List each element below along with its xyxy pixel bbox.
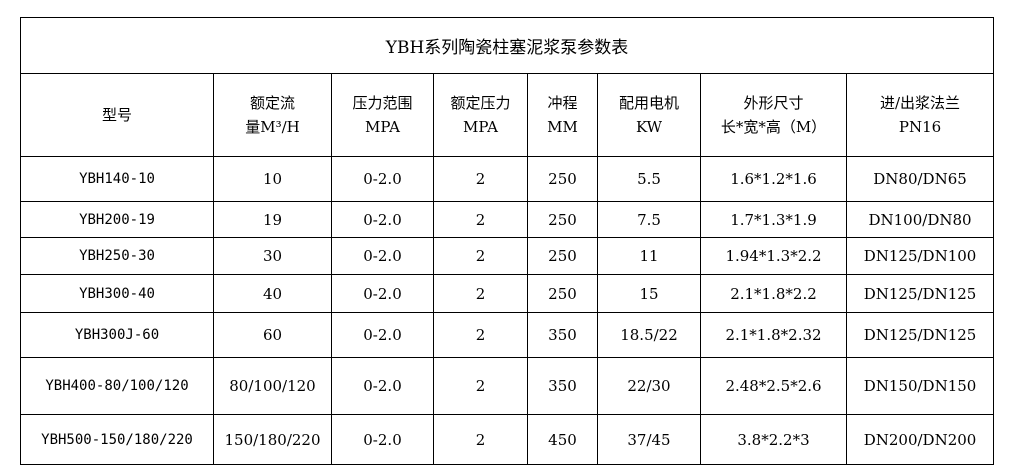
header-line-2: MM — [547, 118, 578, 136]
header-line-1: 额定压力 — [450, 94, 511, 112]
header-line-2: 量M³/H — [245, 118, 300, 136]
table-cell: 2.1*1.8*2.2 — [700, 274, 847, 313]
table-cell: YBH140-10 — [20, 156, 214, 202]
table-cell: 5.5 — [597, 156, 701, 202]
header-line-2: 长*宽*高（M） — [720, 118, 827, 136]
table-cell: 10 — [213, 156, 332, 202]
table-row: YBH300J-60 60 0-2.0 2 350 18.5/22 2.1*1.8*2.32… — [20, 312, 995, 358]
table-cell: YBH300J-60 — [20, 312, 214, 358]
table-cell: 250 — [527, 156, 598, 202]
header-line-1: 额定流 — [249, 94, 295, 112]
table-cell: YBH400-80/100/120 — [20, 357, 214, 415]
table-cell: 0-2.0 — [331, 274, 434, 313]
table-cell: 0-2.0 — [331, 312, 434, 358]
table-title: YBH系列陶瓷柱塞泥浆泵参数表 — [19, 17, 995, 74]
header-line-2: PN16 — [898, 118, 942, 136]
table-cell: 250 — [527, 237, 598, 275]
table-cell: YBH200-19 — [20, 201, 214, 238]
table-cell: YBH500-150/180/220 — [20, 414, 214, 465]
parameter-table: YBH系列陶瓷柱塞泥浆泵参数表 型号 额定流量M³/H 压力范围 MPA 额定压力 MPA… — [19, 17, 995, 465]
table-cell: YBH250-30 — [20, 237, 214, 275]
table-cell: DN150/DN150 — [845, 357, 995, 415]
table-cell: 18.5/22 — [597, 312, 701, 358]
table-cell: 1.6*1.2*1.6 — [700, 156, 847, 202]
header-line-1: 配用电机 — [618, 94, 679, 112]
table-cell: 60 — [213, 312, 332, 358]
table-cell: 0-2.0 — [331, 357, 434, 415]
table-row: YBH250-30 30 0-2.0 2 250 11 1.94*1.3*2.2 DN125/… — [20, 237, 995, 275]
table-row: YBH400-80/100/120 80/100/120 0-2.0 2 350 22/3… — [20, 357, 995, 415]
header-line-2: KW — [635, 118, 663, 136]
table-cell: 0-2.0 — [331, 414, 434, 465]
table-row: YBH300-40 40 0-2.0 2 250 15 2.1*1.8*2.2 DN125/D… — [20, 274, 995, 313]
table-row: YBH500-150/180/220 150/180/220 0-2.0 2 450 37… — [20, 414, 995, 465]
table-cell: DN80/DN65 — [845, 156, 995, 202]
table-cell: 0-2.0 — [331, 156, 434, 202]
table-cell: 22/30 — [597, 357, 701, 415]
table-cell: 2 — [433, 237, 528, 275]
table-cell: DN125/DN125 — [845, 312, 995, 358]
table-cell: 11 — [597, 237, 701, 275]
table-cell: 2 — [433, 156, 528, 202]
table-cell: 7.5 — [597, 201, 701, 238]
table-cell: 2.1*1.8*2.32 — [700, 312, 847, 358]
table-cell: 2 — [433, 357, 528, 415]
table-cell: 15 — [597, 274, 701, 313]
header-line-2: MPA — [365, 118, 400, 136]
table-cell: 2 — [433, 201, 528, 238]
table-cell: 350 — [527, 312, 598, 358]
column-header: 额定压力 MPA — [433, 73, 528, 157]
table-cell: DN100/DN80 — [845, 201, 995, 238]
table-cell: 0-2.0 — [331, 201, 434, 238]
table-cell: 250 — [527, 201, 598, 238]
column-header: 进/出浆法兰 PN16 — [845, 73, 995, 157]
table-cell: 1.94*1.3*2.2 — [700, 237, 847, 275]
table-cell: 250 — [527, 274, 598, 313]
table-cell: 0-2.0 — [331, 237, 434, 275]
table-cell: 2 — [433, 274, 528, 313]
table-cell: DN125/DN125 — [845, 274, 995, 313]
column-header: 冲程 MM — [527, 73, 598, 157]
header-line-1: 进/出浆法兰 — [879, 94, 961, 112]
column-header: 型号 — [20, 73, 214, 157]
column-header: 外形尺寸长*宽*高（M） — [700, 73, 847, 157]
table-cell: 37/45 — [597, 414, 701, 465]
header-line-1: 冲程 — [547, 94, 578, 112]
header-line-2: MPA — [463, 118, 498, 136]
table-cell: 450 — [527, 414, 598, 465]
header-line-1: 型号 — [101, 106, 132, 124]
table-cell: 1.7*1.3*1.9 — [700, 201, 847, 238]
table-cell: 2 — [433, 414, 528, 465]
column-header: 压力范围 MPA — [331, 73, 434, 157]
table-row: YBH200-19 19 0-2.0 2 250 7.5 1.7*1.3*1.9 DN100/… — [20, 201, 995, 238]
table-cell: 30 — [213, 237, 332, 275]
table-cell: 19 — [213, 201, 332, 238]
table-cell: 350 — [527, 357, 598, 415]
table-cell: 2.48*2.5*2.6 — [700, 357, 847, 415]
table-cell: 150/180/220 — [213, 414, 332, 465]
table-cell: DN125/DN100 — [845, 237, 995, 275]
header-line-1: 外形尺寸 — [743, 94, 804, 112]
table-cell: 80/100/120 — [213, 357, 332, 415]
table-cell: 2 — [433, 312, 528, 358]
column-header: 额定流量M³/H — [213, 73, 332, 157]
table-row: YBH140-10 10 0-2.0 2 250 5.5 1.6*1.2*1.6 DN80/D… — [20, 156, 995, 202]
table-cell: DN200/DN200 — [845, 414, 995, 465]
column-header: 配用电机 KW — [597, 73, 701, 157]
table-cell: YBH300-40 — [20, 274, 214, 313]
table-cell: 40 — [213, 274, 332, 313]
header-line-1: 压力范围 — [352, 94, 413, 112]
table-cell: 3.8*2.2*3 — [700, 414, 847, 465]
